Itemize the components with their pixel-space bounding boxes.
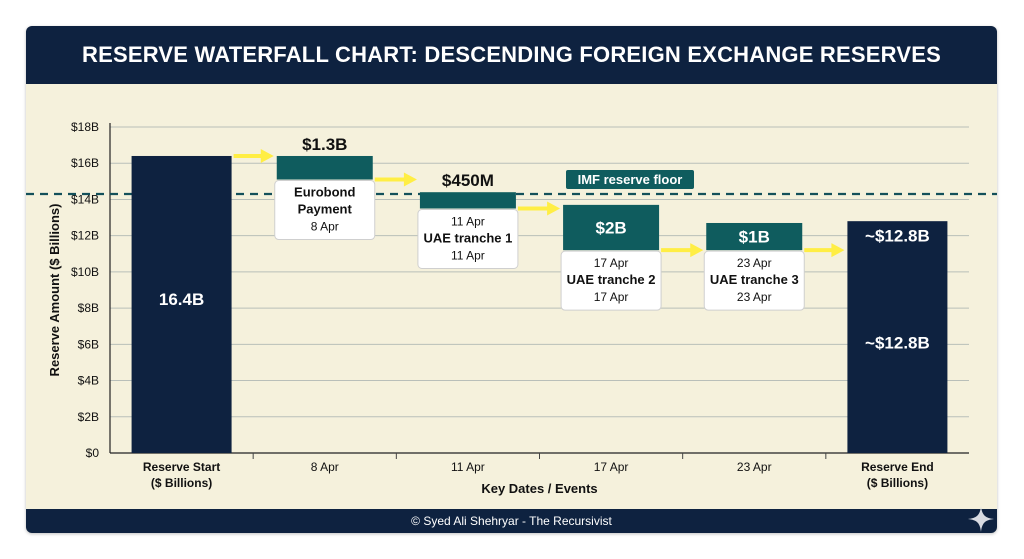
- y-tick-label: $14B: [71, 192, 99, 206]
- change-bar-label: $1B: [739, 228, 770, 247]
- event-callout-text: 17 Apr: [594, 290, 629, 304]
- y-tick-label: $6B: [78, 337, 99, 351]
- x-tick-label: 11 Apr: [451, 460, 485, 474]
- total-bar-label: ~$12.8B: [865, 334, 930, 353]
- event-callout-text: 23 Apr: [737, 290, 772, 304]
- waterfall-chart: $0 $2B $4B $6B $8B $10B $12B $14B $16B $18B Reserv…: [26, 120, 997, 496]
- event-callout: [417, 209, 519, 269]
- y-axis-title: Reserve Amount ($ Billions): [47, 204, 62, 377]
- flow-arrow-head: [690, 243, 704, 258]
- x-tick-label: 8 Apr: [311, 460, 339, 474]
- event-callout: [274, 180, 376, 241]
- y-tick-label: $8B: [78, 301, 99, 315]
- chart-frame: RESERVE WATERFALL CHART: DESCENDING FORE…: [26, 26, 997, 533]
- change-bar-label: $2B: [595, 219, 626, 238]
- event-callout-text: 17 Apr: [594, 256, 629, 270]
- x-tick-label: ($ Billions): [867, 476, 928, 490]
- event-callout-text: UAE tranche 3: [710, 272, 799, 287]
- y-tick-label: $2B: [78, 410, 99, 424]
- change-bar-label: $450M: [442, 171, 494, 190]
- decrease-bar: [276, 155, 373, 180]
- flow-arrow-head: [260, 148, 274, 163]
- change-bar-label: $1.3B: [302, 135, 347, 154]
- decrease-bar: [706, 222, 803, 251]
- flow-arrow-head: [403, 172, 417, 187]
- decrease-bar: [419, 192, 516, 209]
- imf-floor-badge: [566, 170, 694, 190]
- event-callout: [703, 250, 805, 311]
- sparkle-icon: [968, 506, 994, 532]
- flow-arrow-head: [547, 201, 561, 216]
- event-callout: [560, 250, 662, 311]
- event-callout-text: 23 Apr: [737, 256, 772, 270]
- event-callout-text: 11 Apr: [451, 249, 485, 263]
- x-tick-label: Reserve Start: [143, 460, 220, 474]
- event-callout-text: UAE tranche 1: [423, 231, 512, 246]
- total-bar: [131, 155, 232, 453]
- event-callout-text: 8 Apr: [311, 220, 339, 234]
- total-bar-label: ~$12.8B: [865, 227, 930, 246]
- event-callout-text: Eurobond: [294, 185, 355, 200]
- x-tick-label: ($ Billions): [151, 476, 212, 490]
- decrease-bar: [563, 204, 660, 251]
- chart-title: RESERVE WATERFALL CHART: DESCENDING FORE…: [26, 26, 997, 84]
- x-tick-label: Reserve End: [861, 460, 934, 474]
- x-tick-label: 23 Apr: [737, 460, 772, 474]
- event-callout-text: 11 Apr: [451, 215, 485, 229]
- y-tick-label: $4B: [78, 374, 99, 388]
- y-tick-label: $0: [86, 446, 100, 460]
- event-callout-text: UAE tranche 2: [567, 272, 656, 287]
- x-tick-label: 17 Apr: [594, 460, 629, 474]
- y-tick-label: $18B: [71, 120, 99, 134]
- y-tick-label: $10B: [71, 265, 99, 279]
- imf-floor-label: IMF reserve floor: [578, 172, 683, 187]
- flow-arrow-head: [831, 243, 845, 258]
- total-bar-label: 16.4B: [159, 290, 204, 309]
- x-axis-title: Key Dates / Events: [481, 481, 597, 496]
- y-tick-label: $12B: [71, 229, 99, 243]
- footer-credit: © Syed Ali Shehryar - The Recursivist: [26, 509, 997, 533]
- event-callout-text: Payment: [298, 202, 353, 217]
- total-bar: [847, 221, 948, 453]
- y-tick-label: $16B: [71, 156, 99, 170]
